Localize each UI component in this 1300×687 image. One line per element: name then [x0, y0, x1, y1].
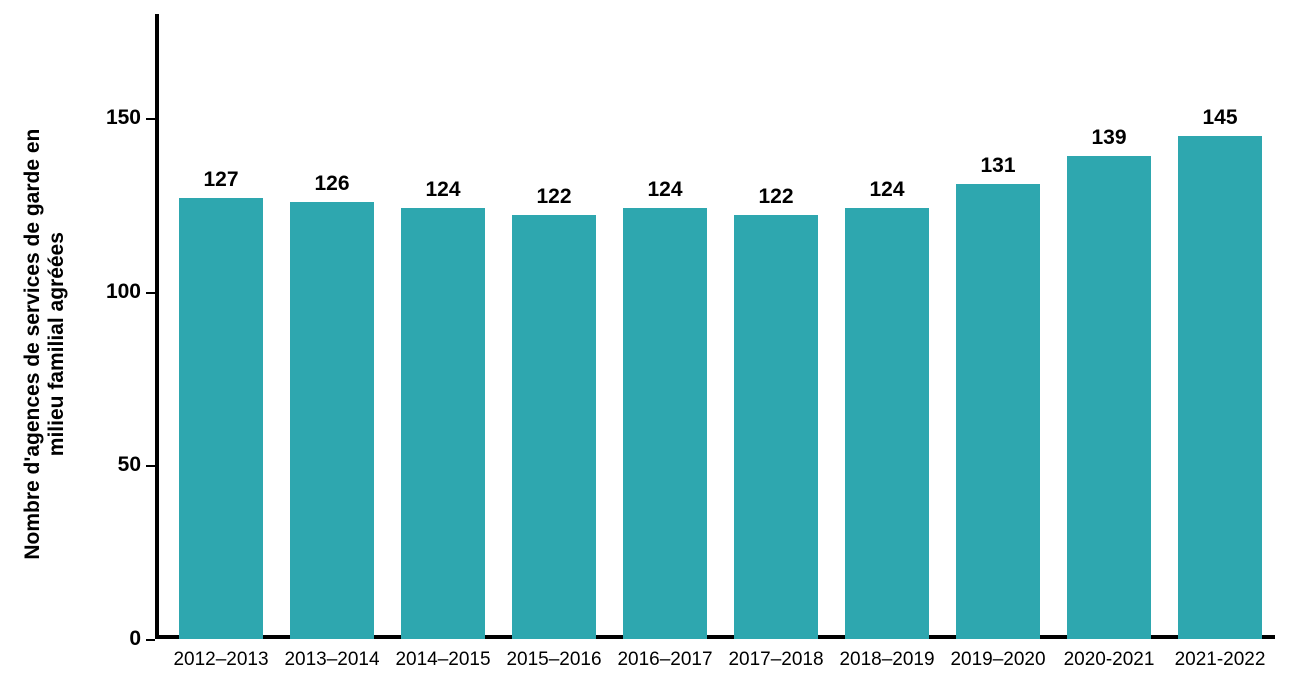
- y-axis-label: Nombre d'agences de services de garde en…: [21, 64, 69, 624]
- x-tick-label: 2021-2022: [1175, 649, 1266, 671]
- bar: 122: [512, 215, 596, 639]
- bar-value-label: 122: [758, 185, 793, 209]
- bar-value-label: 145: [1202, 106, 1237, 130]
- bar-value-label: 124: [425, 178, 460, 202]
- bar: 139: [1067, 156, 1151, 639]
- y-tick-label: 150: [106, 106, 155, 130]
- bar-value-label: 124: [647, 178, 682, 202]
- bar-value-label: 126: [314, 172, 349, 196]
- bar-value-label: 131: [980, 154, 1015, 178]
- bar-slot: 1242016–2017: [610, 14, 721, 639]
- x-tick-label: 2017–2018: [728, 649, 823, 671]
- plot-area: 050100150 1272012–20131262013–2014124201…: [155, 14, 1275, 639]
- x-tick-label: 2019–2020: [950, 649, 1045, 671]
- bar-slot: 1262013–2014: [277, 14, 388, 639]
- bar-value-label: 127: [203, 168, 238, 192]
- bar-slot: 1452021-2022: [1165, 14, 1276, 639]
- bar: 131: [956, 184, 1040, 639]
- x-tick-label: 2015–2016: [506, 649, 601, 671]
- bar-slot: 1312019–2020: [943, 14, 1054, 639]
- bar-value-label: 122: [536, 185, 571, 209]
- bar-slot: 1392020-2021: [1054, 14, 1165, 639]
- y-tick-label: 50: [118, 453, 155, 477]
- x-tick-label: 2020-2021: [1064, 649, 1155, 671]
- bar: 124: [845, 208, 929, 639]
- bar-slot: 1222017–2018: [721, 14, 832, 639]
- bar: 124: [401, 208, 485, 639]
- bar-chart: Nombre d'agences de services de garde en…: [0, 0, 1300, 687]
- bar: 122: [734, 215, 818, 639]
- x-tick-label: 2018–2019: [839, 649, 934, 671]
- bar-value-label: 124: [869, 178, 904, 202]
- x-tick-label: 2013–2014: [284, 649, 379, 671]
- bar-slot: 1242014–2015: [388, 14, 499, 639]
- bar: 126: [290, 202, 374, 640]
- bar: 124: [623, 208, 707, 639]
- x-tick-label: 2014–2015: [395, 649, 490, 671]
- bar-slot: 1222015–2016: [499, 14, 610, 639]
- y-tick-label: 0: [129, 627, 155, 651]
- bar: 127: [179, 198, 263, 639]
- x-tick-label: 2012–2013: [173, 649, 268, 671]
- bar-slot: 1272012–2013: [166, 14, 277, 639]
- x-tick-label: 2016–2017: [617, 649, 712, 671]
- bars-container: 1272012–20131262013–20141242014–20151222…: [155, 14, 1275, 639]
- bar: 145: [1178, 136, 1262, 639]
- bar-value-label: 139: [1091, 126, 1126, 150]
- bar-slot: 1242018–2019: [832, 14, 943, 639]
- y-tick-label: 100: [106, 280, 155, 304]
